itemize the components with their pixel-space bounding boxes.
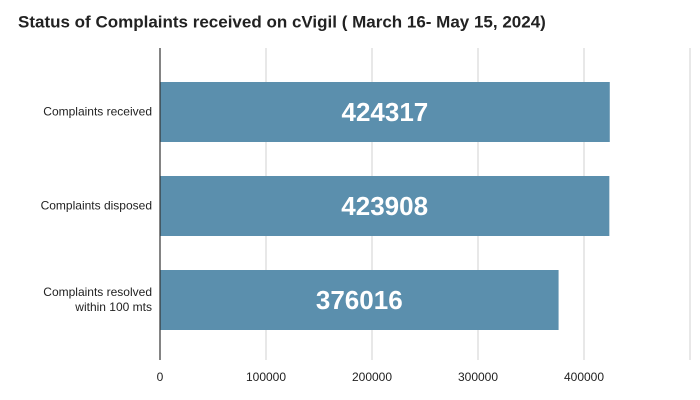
- bar: [160, 270, 559, 330]
- x-tick-label: 100000: [246, 370, 286, 384]
- data-label: 376016: [316, 285, 403, 315]
- x-tick-label: 300000: [458, 370, 498, 384]
- data-label: 424317: [342, 97, 429, 127]
- x-tick-label: 200000: [352, 370, 392, 384]
- bar: [160, 176, 610, 236]
- chart-title: Status of Complaints received on cVigil …: [18, 12, 546, 31]
- y-tick-label: Complaints resolved within 100 mts: [43, 285, 152, 314]
- data-label: 423908: [341, 191, 428, 221]
- bar: [160, 82, 610, 142]
- y-tick-label: Complaints disposed: [40, 198, 152, 213]
- x-tick-label: 400000: [564, 370, 604, 384]
- x-tick-label: 0: [157, 370, 164, 384]
- y-tick-label: Complaints received: [43, 104, 152, 119]
